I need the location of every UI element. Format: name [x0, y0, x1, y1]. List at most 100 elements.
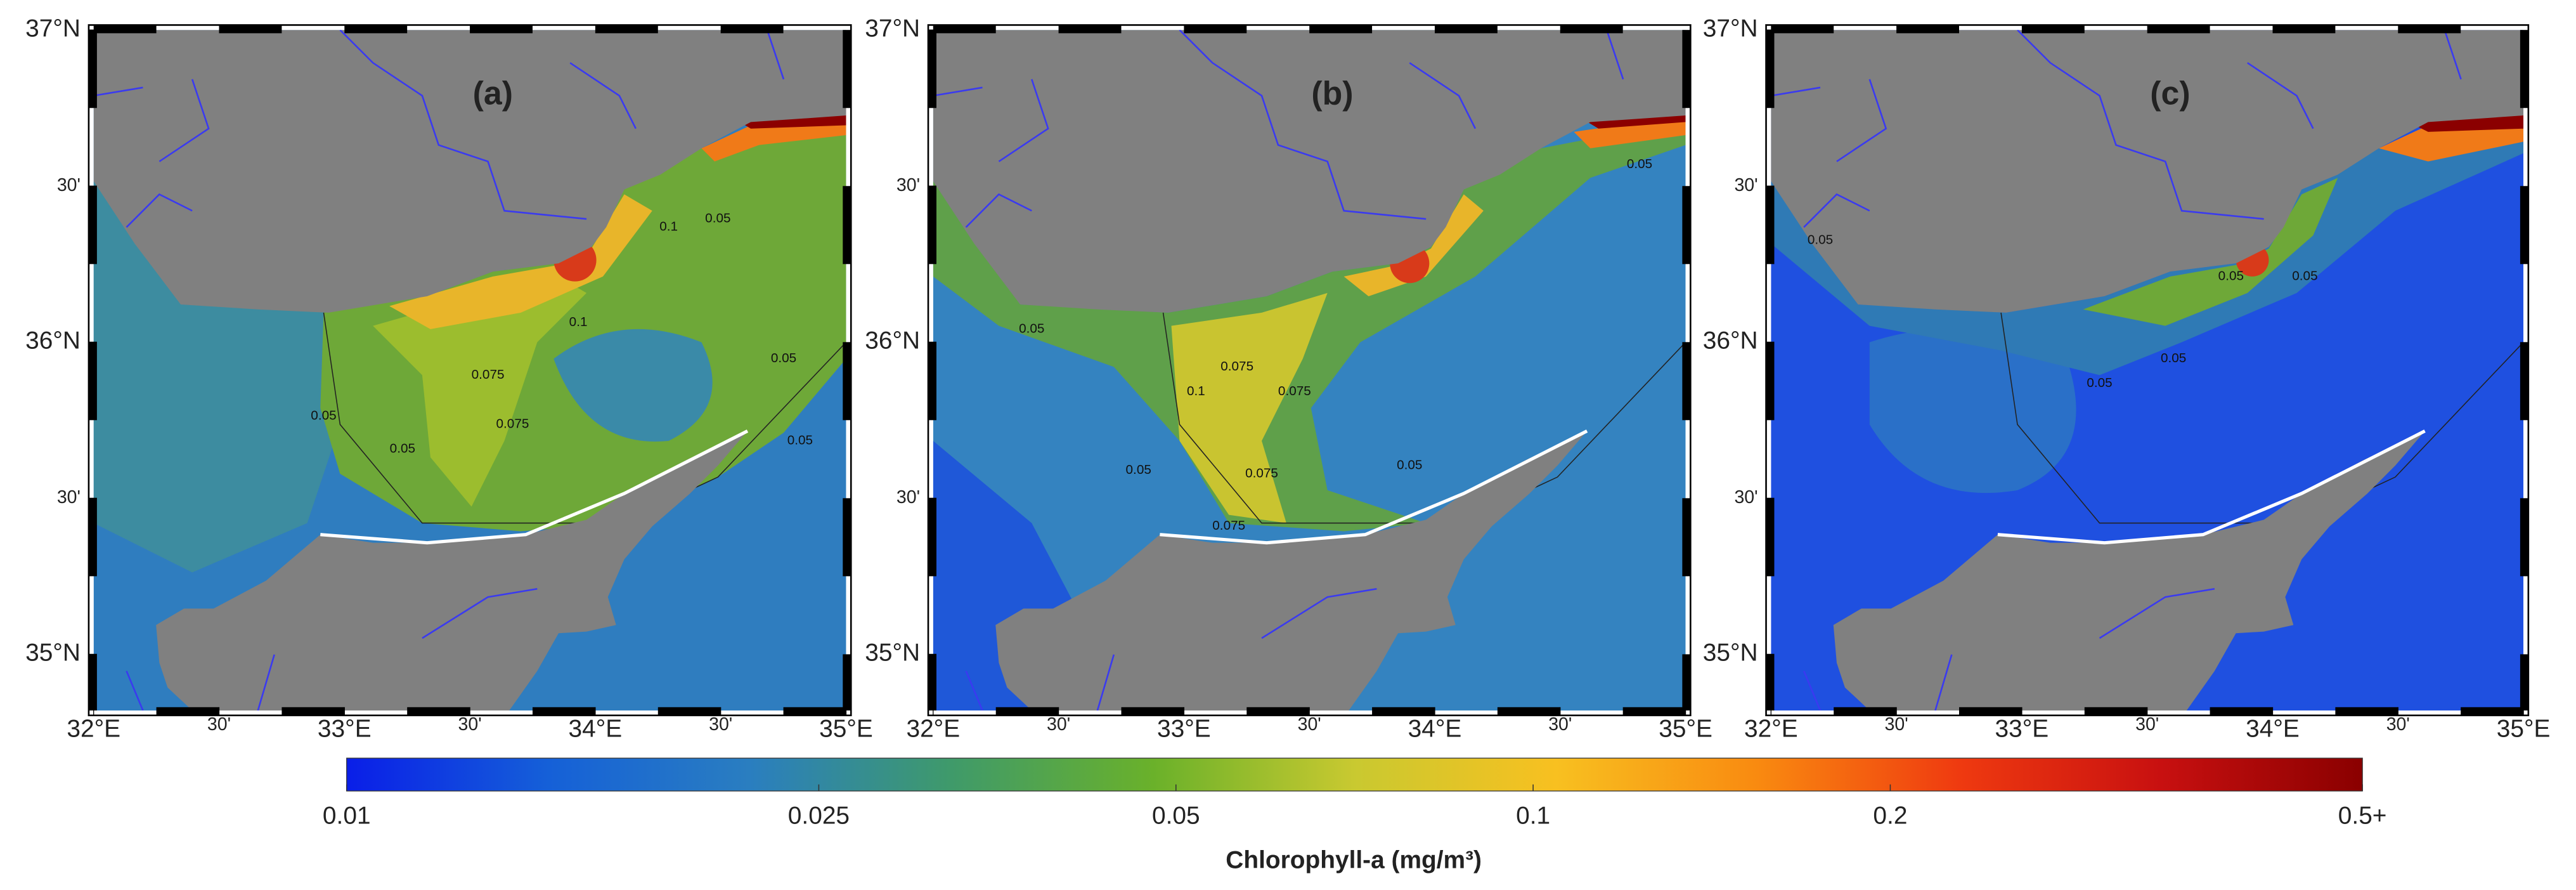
lon-tick-label: 30' [1548, 714, 1572, 735]
contour-label: 0.05 [2161, 351, 2186, 365]
contour-label: 0.1 [659, 219, 678, 234]
frame-bar [88, 342, 97, 421]
lat-tick-label: 30' [1734, 487, 1757, 507]
lat-tick-label: 36°N [25, 327, 81, 355]
frame-bar [88, 30, 97, 108]
colorbar-tick-label: 0.01 [323, 802, 371, 830]
contour-label: 0.075 [496, 417, 529, 431]
frame-bar [928, 186, 936, 265]
panel-label: (c) [2150, 75, 2190, 112]
contour-label: 0.05 [1397, 457, 1422, 472]
contour-label: 0.05 [2292, 268, 2317, 283]
contour-label: 0.05 [705, 211, 730, 226]
lon-tick-label: 30' [207, 714, 231, 735]
frame-bar [1682, 186, 1691, 265]
lon-tick-label: 35°E [1659, 715, 1712, 742]
frame-bar [532, 707, 595, 716]
cyprus-coast [1997, 429, 2426, 545]
frame-bar [2021, 25, 2085, 34]
chlorophyll-field [389, 194, 652, 329]
chlorophyll-field [93, 181, 340, 573]
lon-tick-label: 30' [709, 714, 732, 735]
frame-bar [219, 25, 282, 34]
lon-tick-label: 34°E [1408, 715, 1462, 742]
frame-bar [928, 342, 936, 421]
frame-bar [928, 654, 936, 710]
contour-line [1162, 312, 1686, 524]
frame-bar [1896, 25, 1960, 34]
lon-tick-label: 30' [458, 714, 482, 735]
frame-bar [933, 25, 996, 34]
frame-bar [783, 707, 846, 716]
chlorophyll-field [701, 119, 846, 162]
frame-bar [2210, 707, 2273, 716]
river [126, 587, 538, 710]
lat-tick-label: 30' [57, 487, 81, 507]
colorbar-tick-label: 0.05 [1152, 802, 1200, 830]
contour-label: 0.05 [1627, 157, 1652, 171]
frame-bar [88, 186, 97, 265]
chlorophyll-field [2083, 178, 2338, 326]
panel-label: (b) [1311, 75, 1353, 112]
frame-bar [2520, 30, 2528, 108]
lat-tick-label: 35°N [1703, 639, 1758, 667]
panel-label: (a) [473, 75, 513, 112]
lon-tick-label: 35°E [819, 715, 873, 742]
lon-tick-label: 33°E [1157, 715, 1211, 742]
map-area: 0.05 0.05 0.05 0.05 0.05 [1771, 30, 2524, 710]
lat-tick-label: 37°N [25, 15, 81, 42]
lon-tick-label: 30' [2135, 714, 2159, 735]
frame-bar [2335, 707, 2398, 716]
river [93, 30, 785, 228]
frame-bar [2520, 186, 2528, 265]
lon-tick-label: 30' [1047, 714, 1070, 735]
lon-tick-label: 33°E [1995, 715, 2049, 742]
contour-label: 0.05 [771, 351, 796, 365]
frame-bar [595, 25, 658, 34]
frame-bar [156, 707, 219, 716]
river [1803, 587, 2215, 710]
lat-tick-label: 36°N [865, 327, 920, 355]
contour-label: 0.075 [1245, 466, 1278, 480]
colorbar [346, 757, 2363, 792]
contour-label: 0.075 [1278, 384, 1311, 398]
frame-bar [1058, 25, 1122, 34]
frame-bar [2520, 654, 2528, 710]
frame-bar [1766, 654, 1775, 710]
contour-label: 0.05 [311, 409, 336, 423]
frame-bar [928, 30, 936, 108]
frame-bar [657, 707, 721, 716]
frame-bar [1682, 498, 1691, 577]
frame-bar [1834, 707, 1897, 716]
frame-bar [93, 25, 157, 34]
frame-bar [1766, 342, 1775, 421]
frame-bar [2084, 707, 2147, 716]
chlorophyll-field [553, 329, 713, 442]
lat-tick-label: 30' [896, 487, 920, 507]
contour-label: 0.075 [1220, 359, 1253, 374]
frame-bar [2520, 342, 2528, 421]
lat-tick-label: 37°N [1703, 15, 1758, 42]
lon-tick-label: 32°E [906, 715, 960, 742]
contour-label: 0.075 [472, 367, 505, 382]
contour-label: 0.05 [2087, 376, 2112, 390]
frame-bar [1184, 25, 1247, 34]
cyprus-coast [320, 429, 749, 545]
frame-bar [843, 30, 851, 108]
frame-bar [995, 707, 1059, 716]
colorbar-tick-label: 0.5+ [2338, 802, 2387, 830]
lat-tick-label: 37°N [865, 15, 920, 42]
frame-bar [843, 498, 851, 577]
chlorophyll-field [1171, 292, 1328, 523]
map-panel: 0.1 0.1 0.075 0.075 0.05 0.05 0.05 0.05 0.05 (a) 3… [25, 15, 873, 742]
frame-bar [1682, 342, 1691, 421]
contour-label: 0.05 [1808, 232, 1833, 247]
river [965, 587, 1377, 710]
lon-tick-label: 30' [2386, 714, 2410, 735]
contour-label: 0.05 [787, 433, 813, 447]
contour-line [2000, 312, 2524, 524]
frame-bar [2461, 707, 2524, 716]
map-panel: 0.05 0.05 0.05 0.05 0.05 (c) 35°N 30' 36°N 30' 37°… [1703, 15, 2551, 742]
lat-tick-label: 30' [57, 175, 81, 195]
